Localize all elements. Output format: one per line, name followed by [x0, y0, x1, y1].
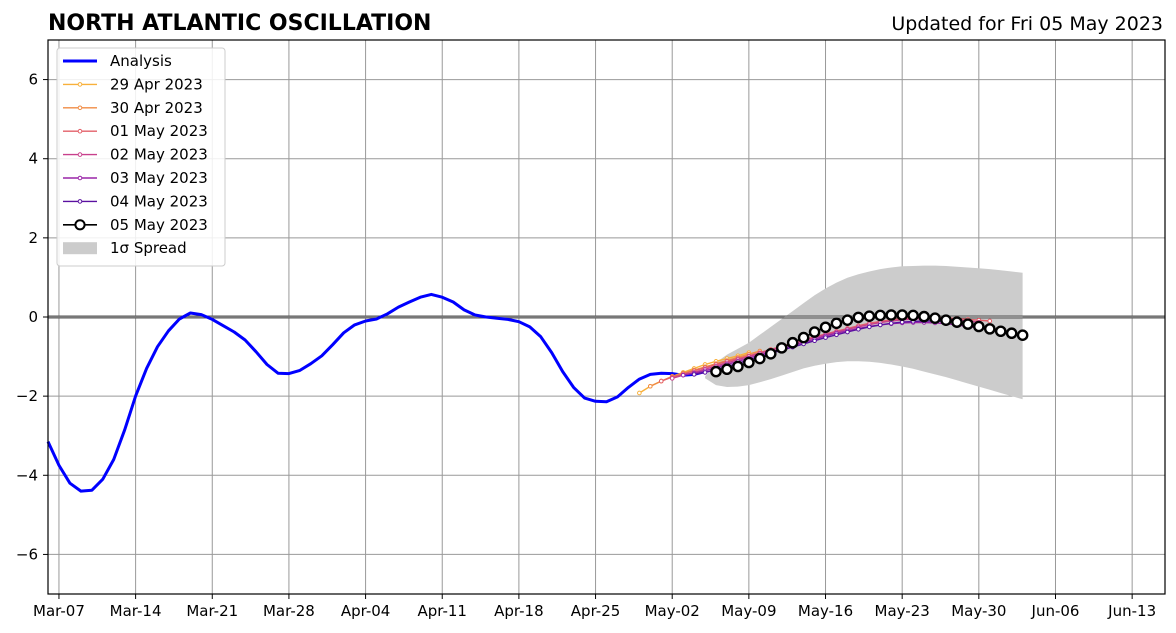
- series-point-05-may-2023: [732, 360, 744, 373]
- legend-marker-01-may-2023: [77, 128, 83, 134]
- legend-marker-04-may-2023: [77, 199, 83, 204]
- legend-label: 1σ Spread: [110, 239, 187, 257]
- x-tick-label: Jun-06: [1031, 602, 1080, 620]
- series-point-01-may-2023: [658, 378, 664, 384]
- x-tick-label: May-09: [721, 602, 776, 620]
- series-point-05-may-2023: [764, 348, 777, 360]
- series-point-30-apr-2023: [648, 383, 653, 389]
- series-point-05-may-2023: [918, 310, 930, 323]
- x-tick-label: Mar-07: [33, 602, 85, 620]
- series-point-05-may-2023: [797, 331, 810, 344]
- series-point-05-may-2023: [863, 310, 876, 323]
- series-lines: [46, 292, 1029, 493]
- series-point-04-may-2023: [823, 335, 828, 340]
- series-point-04-may-2023: [867, 324, 872, 330]
- x-tick-label: Mar-28: [263, 602, 315, 620]
- series-point-04-may-2023: [691, 372, 697, 377]
- series-point-05-may-2023: [710, 365, 722, 378]
- y-tick-label: −2: [16, 387, 38, 405]
- series-point-04-may-2023: [888, 321, 894, 326]
- spread-area: [705, 265, 1023, 400]
- chart-subtitle: Updated for Fri 05 May 2023: [891, 13, 1163, 35]
- spread-band: [705, 265, 1023, 400]
- y-tick-label: 4: [28, 150, 38, 168]
- series-point-05-may-2023: [907, 309, 919, 322]
- series-point-05-may-2023: [721, 363, 733, 376]
- series-point-04-may-2023: [877, 322, 883, 328]
- legend-box: [56, 47, 226, 267]
- x-tick-label: Mar-14: [110, 602, 162, 620]
- series-point-05-may-2023: [830, 317, 843, 330]
- tick-labels: Mar-07 Mar-14 Mar-21 Mar-28 Apr-04 Apr-11 Apr-…: [16, 71, 1156, 620]
- series-point-04-may-2023: [834, 332, 839, 338]
- series-point-05-may-2023: [896, 309, 908, 321]
- x-tick-label: May-16: [798, 602, 853, 620]
- series-point-05-may-2023: [841, 314, 854, 326]
- series-point-05-may-2023: [852, 311, 865, 324]
- series-point-05-may-2023: [819, 321, 832, 334]
- series-point-04-may-2023: [845, 329, 850, 335]
- series-line-analysis: [46, 292, 706, 493]
- legend-swatch-spread: [63, 242, 97, 255]
- series-point-01-may-2023: [987, 318, 993, 324]
- legend-marker-03-may-2023: [77, 175, 83, 181]
- y-tick-label: −4: [16, 466, 38, 484]
- series-point-05-may-2023: [775, 342, 788, 354]
- x-tick-label: May-23: [875, 602, 930, 620]
- series-point-05-may-2023: [929, 312, 941, 324]
- y-tick-label: −6: [16, 545, 38, 563]
- legend-marker-05-may-2023: [74, 219, 86, 231]
- series-point-05-may-2023: [743, 356, 755, 369]
- series-point-05-may-2023: [786, 336, 799, 349]
- series-point-05-may-2023: [951, 316, 963, 328]
- series-point-04-may-2023: [856, 326, 861, 332]
- series-point-05-may-2023: [983, 323, 996, 335]
- legend-label: 05 May 2023: [110, 216, 208, 234]
- series-point-05-may-2023: [962, 318, 974, 330]
- legend-label: 30 Apr 2023: [110, 99, 203, 117]
- legend-label: 03 May 2023: [110, 169, 208, 187]
- series-point-05-may-2023: [994, 325, 1007, 338]
- x-tick-label: May-30: [951, 602, 1006, 620]
- legend-label: 02 May 2023: [110, 146, 208, 164]
- series-point-04-may-2023: [702, 370, 708, 375]
- series-point-29-apr-2023: [637, 390, 642, 396]
- y-tick-label: 6: [28, 71, 38, 89]
- y-tick-label: 0: [28, 308, 38, 326]
- x-tick-label: Apr-18: [494, 602, 544, 620]
- series-point-05-may-2023: [874, 309, 887, 322]
- legend-marker-30-apr-2023: [77, 105, 83, 111]
- series-point-05-may-2023: [754, 352, 766, 365]
- legend-marker-29-apr-2023: [77, 82, 83, 87]
- series-point-04-may-2023: [899, 319, 905, 325]
- x-tick-label: May-02: [645, 602, 700, 620]
- legend-label: 04 May 2023: [110, 192, 208, 210]
- series-point-05-may-2023: [885, 309, 898, 321]
- series-point-02-may-2023: [669, 376, 675, 381]
- series-point-05-may-2023: [1005, 327, 1018, 340]
- x-tick-label: Apr-11: [417, 602, 467, 620]
- series-point-05-may-2023: [1016, 329, 1029, 342]
- legend-marker-02-may-2023: [77, 152, 83, 157]
- x-tick-label: Apr-25: [571, 602, 621, 620]
- series-point-05-may-2023: [940, 314, 952, 326]
- legend-label: Analysis: [110, 52, 172, 70]
- y-tick-label: 2: [28, 229, 38, 247]
- series-point-05-may-2023: [808, 326, 821, 338]
- x-tick-label: Jun-13: [1107, 602, 1156, 620]
- series-point-04-may-2023: [812, 338, 817, 344]
- x-tick-label: Apr-04: [341, 602, 391, 620]
- chart-title: NORTH ATLANTIC OSCILLATION: [48, 11, 431, 36]
- legend-label: 01 May 2023: [110, 122, 208, 140]
- x-tick-label: Mar-21: [186, 602, 238, 620]
- series-point-03-may-2023: [680, 372, 686, 378]
- legend-label: 29 Apr 2023: [110, 75, 203, 93]
- series-point-05-may-2023: [973, 320, 985, 333]
- legend: Analysis 29 Apr 2023 30 Apr 2023 01 May 202…: [56, 47, 226, 267]
- axes: [43, 39, 1166, 599]
